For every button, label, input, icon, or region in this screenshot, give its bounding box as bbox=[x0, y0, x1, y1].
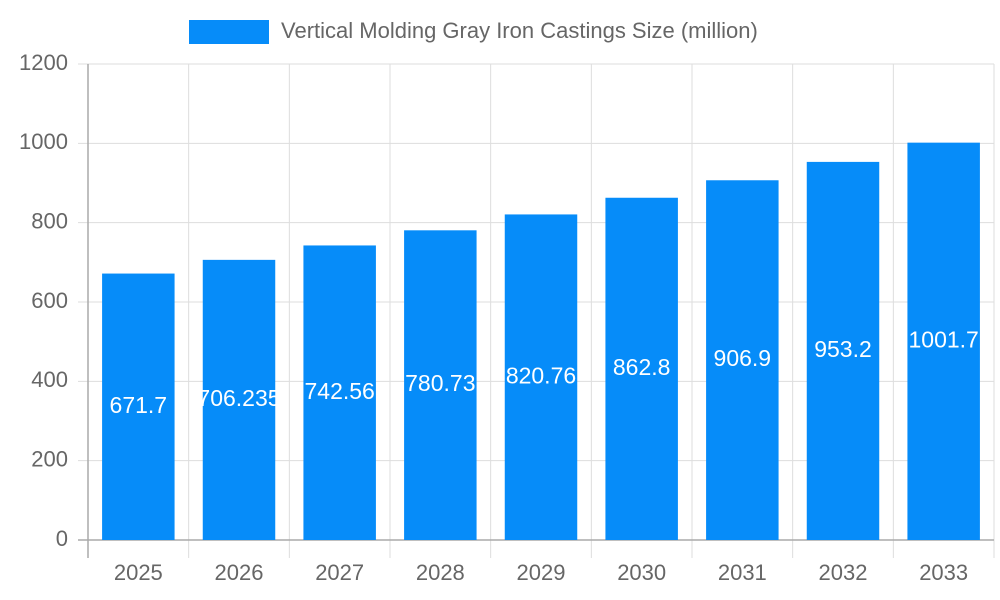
value-label: 671.7 bbox=[110, 392, 168, 418]
y-tick-label: 200 bbox=[31, 446, 68, 471]
value-label: 706.235 bbox=[197, 385, 280, 411]
bar bbox=[303, 245, 376, 540]
bar bbox=[404, 230, 477, 541]
y-tick-label: 800 bbox=[31, 208, 68, 233]
value-label: 906.9 bbox=[714, 345, 772, 371]
x-tick-label: 2030 bbox=[617, 560, 666, 585]
legend-label[interactable]: Vertical Molding Gray Iron Castings Size… bbox=[281, 18, 758, 43]
legend-swatch[interactable] bbox=[189, 20, 269, 44]
x-tick-label: 2033 bbox=[919, 560, 968, 585]
value-label: 1001.7 bbox=[908, 326, 978, 352]
value-label: 953.2 bbox=[814, 336, 872, 362]
value-label: 820.76 bbox=[506, 362, 576, 388]
value-label: 742.56 bbox=[304, 378, 374, 404]
x-tick-label: 2027 bbox=[315, 560, 364, 585]
bar bbox=[202, 259, 276, 540]
bar bbox=[605, 197, 678, 541]
value-label: 780.73 bbox=[405, 370, 475, 396]
bar bbox=[907, 142, 980, 540]
y-tick-label: 400 bbox=[31, 367, 68, 392]
x-tick-label: 2026 bbox=[215, 560, 264, 585]
y-tick-label: 1200 bbox=[19, 50, 68, 75]
y-tick-label: 1000 bbox=[19, 129, 68, 154]
x-tick-label: 2032 bbox=[819, 560, 868, 585]
x-tick-label: 2029 bbox=[517, 560, 566, 585]
value-label: 862.8 bbox=[613, 354, 671, 380]
x-tick-label: 2025 bbox=[114, 560, 163, 585]
bar bbox=[504, 214, 578, 540]
bar bbox=[806, 161, 880, 540]
x-tick-label: 2028 bbox=[416, 560, 465, 585]
bar bbox=[706, 180, 779, 540]
y-tick-label: 600 bbox=[31, 288, 68, 313]
bar bbox=[102, 273, 175, 540]
x-tick-label: 2031 bbox=[718, 560, 767, 585]
y-tick-label: 0 bbox=[56, 526, 68, 551]
